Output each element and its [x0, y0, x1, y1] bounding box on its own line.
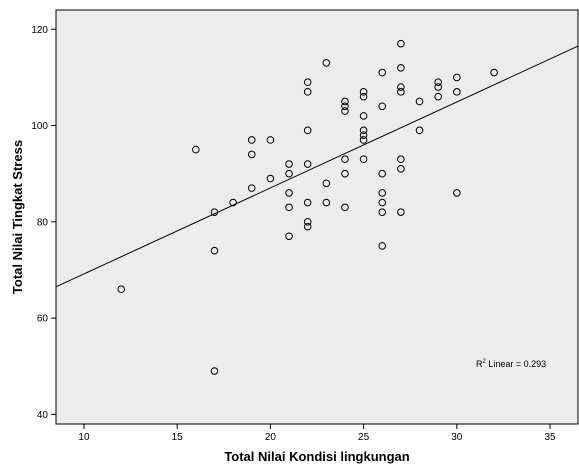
- scatter-point: [490, 68, 498, 77]
- scatter-point: [359, 88, 368, 96]
- scatter-point: [397, 155, 405, 164]
- scatter-point: [341, 155, 349, 164]
- scatter-point: [285, 232, 293, 241]
- scatter-point: [359, 136, 368, 144]
- scatter-point: [378, 189, 387, 197]
- scatter-point: [397, 63, 405, 72]
- scatter-point: [359, 112, 368, 120]
- y-tick-label: 120: [31, 25, 48, 36]
- scatter-point: [341, 97, 349, 106]
- scatter-point: [341, 169, 349, 178]
- scatter-point: [341, 102, 349, 111]
- y-tick-label: 100: [31, 121, 48, 132]
- scatter-point: [359, 92, 368, 101]
- scatter-point: [210, 367, 219, 375]
- scatter-point: [378, 68, 387, 77]
- scatter-point: [434, 78, 442, 87]
- x-axis: 10 15 20 25 30 35: [78, 424, 556, 443]
- scatter-point: [378, 102, 387, 111]
- scatter-point: [359, 155, 368, 164]
- fit-line: [55, 45, 579, 288]
- scatter-point: [322, 198, 331, 207]
- scatter-point: [303, 78, 312, 87]
- scatter-point: [397, 83, 405, 91]
- scatter-point: [322, 179, 331, 188]
- scatter-point: [359, 131, 368, 139]
- scatter-point: [229, 198, 237, 207]
- y-tick-label: 80: [37, 217, 49, 228]
- scatter-point: [210, 208, 219, 216]
- scatter-point: [453, 189, 461, 197]
- scatter-point: [453, 88, 461, 96]
- scatter-point: [247, 136, 256, 144]
- scatter-point: [285, 169, 293, 178]
- r-squared-annotation: R2 Linear = 0.293: [476, 359, 546, 369]
- scatter-point: [303, 126, 312, 135]
- scatter-point: [453, 73, 461, 82]
- y-axis-title: Total Nilai Tingkat Stress: [10, 140, 25, 294]
- scatter-point: [397, 165, 405, 173]
- x-tick-label: 30: [451, 432, 463, 443]
- scatter-point: [341, 107, 349, 115]
- scatter-point: [266, 174, 275, 183]
- scatter-point: [415, 126, 424, 135]
- scatter-point: [378, 208, 387, 216]
- scatter-point: [378, 169, 387, 178]
- scatter-point: [303, 198, 312, 207]
- y-tick-label: 60: [37, 314, 49, 325]
- scatter-point: [397, 208, 405, 216]
- x-axis-title: Total Nilai Kondisi lingkungan: [224, 449, 409, 464]
- scatter-point: [397, 39, 405, 48]
- data-points: [117, 39, 498, 375]
- scatter-point: [247, 184, 256, 192]
- scatter-point: [285, 189, 293, 197]
- scatter-point: [359, 126, 368, 135]
- x-tick-label: 10: [78, 432, 90, 443]
- scatter-point: [434, 92, 442, 101]
- scatter-point: [415, 97, 424, 106]
- scatter-point: [378, 198, 387, 207]
- scatter-point: [303, 222, 312, 231]
- x-tick-label: 20: [265, 432, 277, 443]
- scatter-point: [341, 203, 349, 212]
- plot-area: [55, 9, 579, 425]
- scatter-point: [285, 203, 293, 212]
- scatter-point: [266, 136, 275, 144]
- x-tick-label: 15: [172, 432, 184, 443]
- x-tick-label: 25: [358, 432, 370, 443]
- y-tick-label: 40: [37, 410, 49, 421]
- scatter-point: [303, 160, 312, 168]
- scatter-point: [192, 145, 200, 154]
- y-axis: 40 60 80 100 120: [31, 25, 56, 421]
- scatter-point: [247, 150, 256, 159]
- scatter-point: [210, 246, 219, 255]
- scatter-point: [303, 88, 312, 96]
- scatter-point: [285, 160, 293, 168]
- x-tick-label: 35: [544, 432, 556, 443]
- scatter-point: [434, 83, 442, 91]
- scatter-point: [117, 285, 126, 294]
- scatter-point: [378, 242, 387, 250]
- scatter-point: [397, 88, 405, 96]
- scatter-point: [303, 218, 312, 226]
- scatter-point: [322, 59, 331, 67]
